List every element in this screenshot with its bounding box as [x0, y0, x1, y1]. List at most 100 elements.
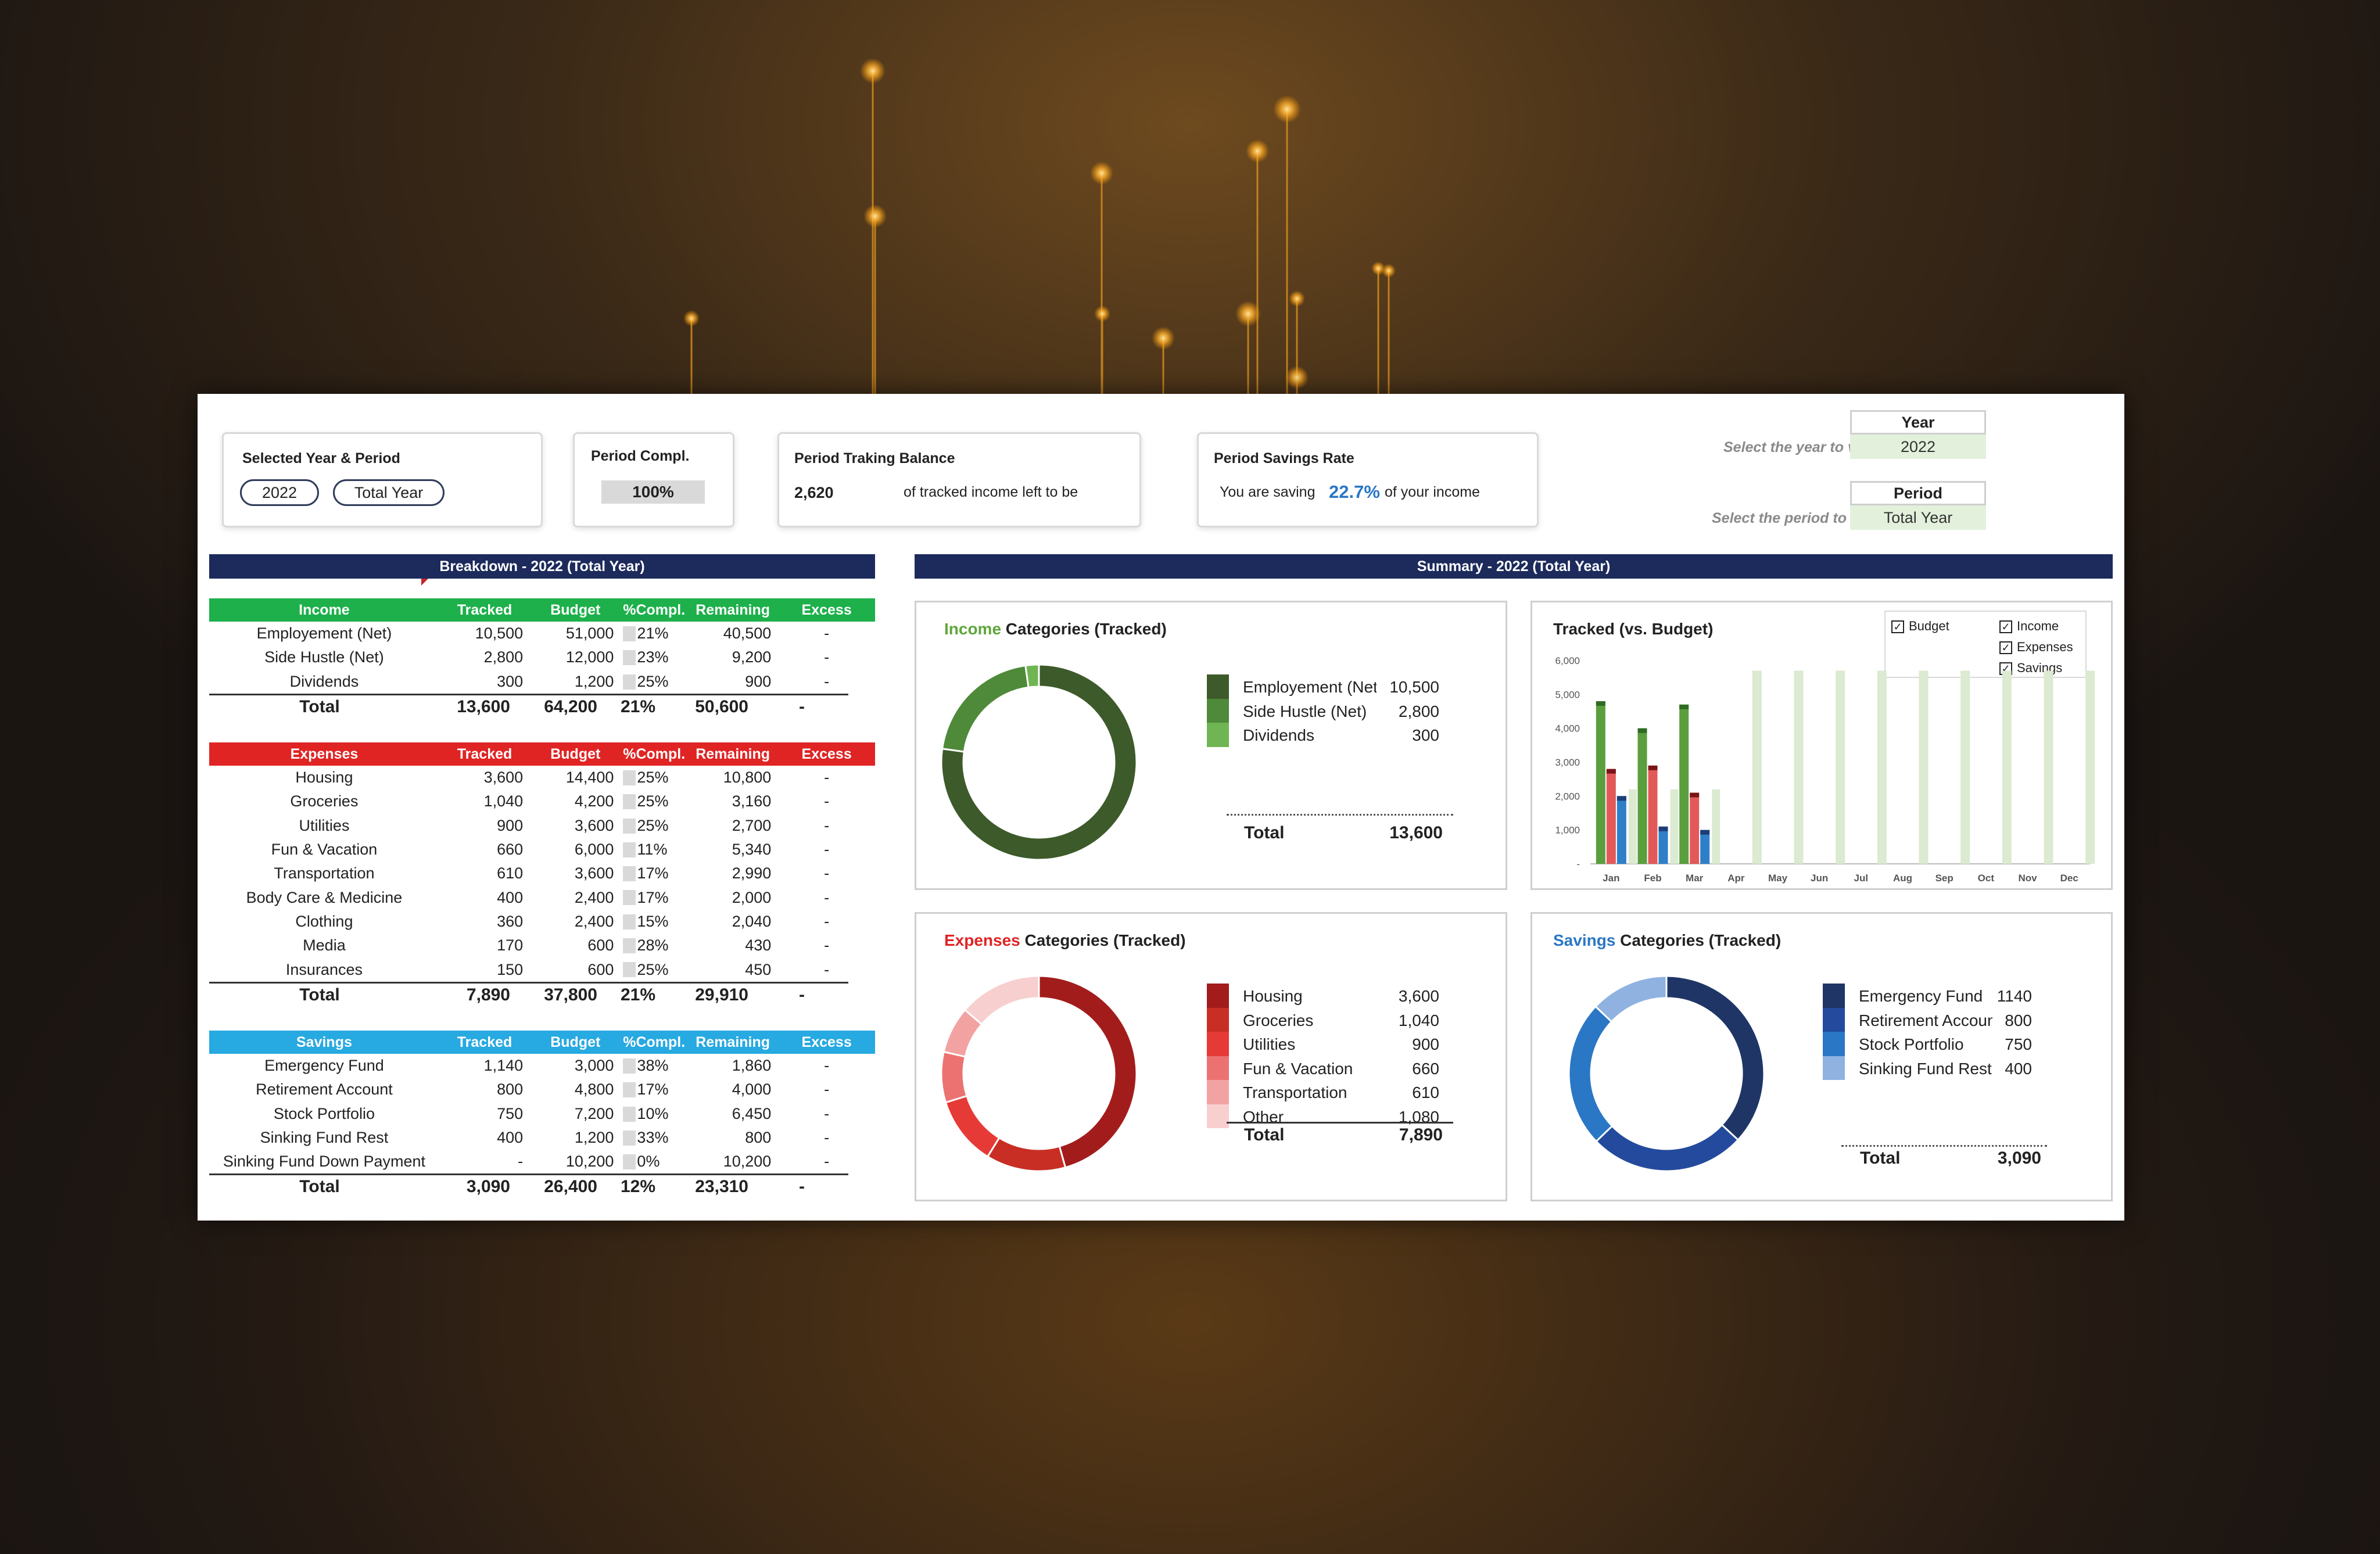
- tracked-cell: 2,800: [483, 648, 524, 666]
- compl-cell: 21%: [621, 622, 687, 645]
- period-dropdown[interactable]: Total Year: [1850, 505, 1986, 530]
- checkbox-income[interactable]: ✓ Income: [1999, 619, 2059, 634]
- compl-cell: 15%: [621, 910, 687, 934]
- legend-divider: [1227, 814, 1453, 816]
- compl-cell: 28%: [621, 934, 687, 957]
- legend-value: 610: [1412, 1083, 1439, 1101]
- budget-cell: 12,000: [565, 648, 614, 666]
- savings-donut: [1568, 975, 1765, 1172]
- compl-cell: 25%: [621, 670, 687, 694]
- bar-budget: [1960, 670, 1970, 864]
- row-label: Stock Portfolio: [273, 1104, 375, 1122]
- year-dropdown[interactable]: 2022: [1850, 435, 1986, 459]
- bar-savings: [1658, 826, 1668, 864]
- section-name: Savings: [296, 1033, 352, 1050]
- x-tick-label: Feb: [1644, 873, 1661, 884]
- table-row: Transportation 610 3,600 17% 2,990 -: [209, 862, 875, 885]
- excess-cell: -: [755, 1173, 848, 1199]
- tracked-cell: 170: [497, 936, 524, 954]
- panel-title: Expenses Categories (Tracked): [944, 931, 1186, 950]
- donut-slice: [963, 975, 1040, 1026]
- table-row: Utilities 900 3,600 25% 2,700 -: [209, 814, 875, 838]
- bar-cap: [1596, 701, 1605, 706]
- row-label: Media: [303, 936, 346, 954]
- bar-expenses: [1606, 769, 1616, 864]
- compl-cell: 25%: [621, 766, 687, 789]
- total-row: Total 3,090 26,400 12% 23,310-: [209, 1173, 848, 1199]
- table-row: Media 170 600 28% 430 -: [209, 934, 875, 957]
- savings-table: Savings Tracked Budget %Compl. Remaining Exce…: [209, 1031, 875, 1199]
- legend-value: 400: [2005, 1059, 2032, 1078]
- column-header: %Compl.: [623, 745, 686, 762]
- y-tick-label: 3,000: [1555, 757, 1580, 768]
- progress-bar: [623, 626, 636, 641]
- table-row: Fun & Vacation 660 6,000 11% 5,340 -: [209, 838, 875, 862]
- tracked-cell: 13,600: [430, 693, 517, 719]
- bar-cap: [1606, 769, 1616, 774]
- x-tick-label: Oct: [1978, 873, 1995, 884]
- panel-title: Savings Categories (Tracked): [1553, 931, 1781, 950]
- expenses-donut: [940, 975, 1138, 1172]
- excess-cell: -: [824, 960, 830, 978]
- checkbox-expenses[interactable]: ✓ Expenses: [1999, 640, 2073, 655]
- section-name: Expenses: [290, 745, 359, 762]
- bar-budget: [2085, 670, 2095, 864]
- legend-value: 1140: [1997, 987, 2032, 1005]
- expenses-panel: Expenses Categories (Tracked) Housing 3,6…: [915, 912, 1507, 1201]
- comment-marker: [421, 579, 428, 586]
- legend-value: 800: [2005, 1011, 2032, 1029]
- row-label: Side Hustle (Net): [264, 648, 384, 666]
- donut-slice: [1024, 663, 1040, 688]
- legend-label: Sinking Fund Rest: [1859, 1059, 1992, 1078]
- excess-cell: -: [824, 625, 830, 643]
- compl-cell: 17%: [621, 1078, 687, 1101]
- table-header: Expenses Tracked Budget %Compl. Remaining Exc…: [209, 742, 875, 766]
- budget-cell: 3,000: [574, 1057, 614, 1075]
- y-tick-label: 4,000: [1555, 723, 1580, 734]
- bar-panel: Tracked (vs. Budget) ✓ Budget ✓ Income ✓ Ex…: [1530, 601, 2113, 890]
- progress-bar: [623, 1106, 636, 1122]
- check-icon: ✓: [1891, 620, 1904, 634]
- bar-budget: [2002, 670, 2012, 864]
- excess-cell: -: [755, 981, 848, 1007]
- row-label: Insurances: [285, 960, 363, 978]
- x-tick-label: Dec: [2060, 873, 2078, 884]
- income-total-label: Total: [1244, 823, 1285, 842]
- excess-cell: -: [824, 1104, 830, 1122]
- remaining-cell: 9,200: [732, 648, 772, 666]
- compl-value: 28%: [637, 936, 669, 954]
- selected-year-pill: 2022: [240, 479, 319, 506]
- column-header: %Compl.: [623, 601, 686, 618]
- compl-value: 11%: [637, 841, 668, 859]
- legend-item: Utilities 900: [1207, 1032, 1439, 1056]
- tracked-cell: -: [518, 1153, 524, 1171]
- income-panel: Income Categories (Tracked) Employement …: [915, 601, 1507, 890]
- compl-cell: 0%: [621, 1150, 687, 1173]
- table-row: Groceries 1,040 4,200 25% 3,160 -: [209, 789, 875, 813]
- row-label: Utilities: [299, 816, 350, 834]
- period-selector[interactable]: Period Total Year: [1850, 481, 1986, 530]
- compl-cell: 17%: [621, 885, 687, 909]
- year-selector[interactable]: Year 2022: [1850, 410, 1986, 459]
- donut-slice: [986, 1136, 1067, 1172]
- card-title: Selected Year & Period: [242, 450, 400, 466]
- legend-value: 660: [1412, 1059, 1439, 1078]
- panel-accent: Expenses: [944, 931, 1020, 949]
- remaining-cell: 2,000: [732, 888, 772, 906]
- legend-swatch: [1207, 1032, 1229, 1056]
- income-donut: [940, 663, 1138, 861]
- checkbox-budget[interactable]: ✓ Budget: [1891, 619, 1949, 634]
- table-row: Emergency Fund 1,140 3,000 38% 1,860 -: [209, 1054, 875, 1078]
- legend-label: Utilities: [1243, 1035, 1296, 1053]
- compl-value: 17%: [637, 864, 669, 882]
- column-header: Excess: [801, 601, 852, 618]
- legend-label: Groceries: [1243, 1011, 1314, 1029]
- progress-bar: [623, 674, 636, 690]
- progress-bar: [623, 962, 636, 978]
- compl-value: 17%: [637, 1081, 669, 1099]
- row-label: Emergency Fund: [264, 1057, 384, 1075]
- legend-label: Retirement Account: [1859, 1011, 1992, 1029]
- remaining-cell: 2,990: [732, 864, 772, 882]
- excess-cell: -: [824, 672, 830, 690]
- remaining-cell: 3,160: [732, 792, 772, 810]
